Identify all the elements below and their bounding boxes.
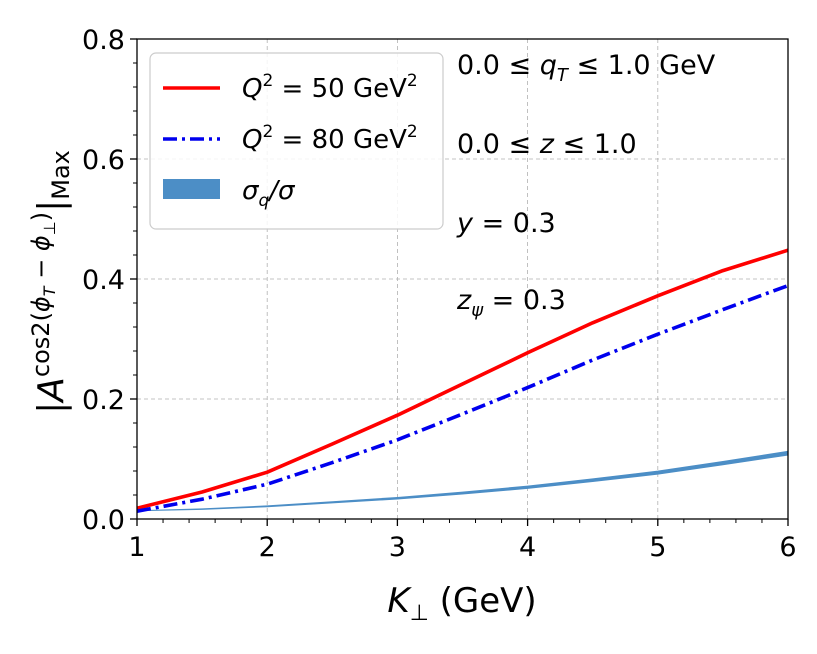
legend-label-q80: Q2 = 80 GeV2 xyxy=(242,122,418,155)
annotation-qt: 0.0 ≤ qT ≤ 1.0 GeV xyxy=(457,50,716,86)
y-tick-label: 0.4 xyxy=(82,265,125,296)
line-layer xyxy=(136,248,789,513)
series-line-q80 xyxy=(136,283,789,513)
legend-box xyxy=(149,52,444,230)
series-line-q50 xyxy=(136,248,789,510)
x-tick-label: 1 xyxy=(128,532,145,563)
y-axis-label: |Acos2(ϕT − ϕ⊥)|Max xyxy=(27,150,75,414)
legend: Q2 = 50 GeV2 Q2 = 80 GeV2 σq/σ xyxy=(149,52,444,230)
tick-layer: 1 2 3 4 5 6 0.0 0.2 0.4 0.6 0.8 xyxy=(82,25,797,563)
x-tick-label: 2 xyxy=(259,532,276,563)
annotation-y: y = 0.3 xyxy=(456,208,556,239)
x-axis-label: K⊥ (GeV) xyxy=(387,581,536,626)
y-tick-label: 0.6 xyxy=(82,145,125,176)
x-tick-label: 3 xyxy=(389,532,406,563)
annotation-zpsi: zψ = 0.3 xyxy=(456,285,566,321)
y-tick-label: 0.8 xyxy=(82,25,125,56)
legend-label-sigma: σq/σ xyxy=(242,176,296,211)
y-tick-label: 0.2 xyxy=(82,385,125,416)
x-tick-label: 5 xyxy=(649,532,666,563)
legend-swatch-sigma xyxy=(163,179,220,199)
y-tick-label: 0.0 xyxy=(82,505,125,536)
legend-label-q50: Q2 = 50 GeV2 xyxy=(242,71,418,104)
x-tick-label: 4 xyxy=(519,532,536,563)
annotation-z: 0.0 ≤ z ≤ 1.0 xyxy=(457,129,637,160)
x-tick-label: 6 xyxy=(779,532,796,563)
